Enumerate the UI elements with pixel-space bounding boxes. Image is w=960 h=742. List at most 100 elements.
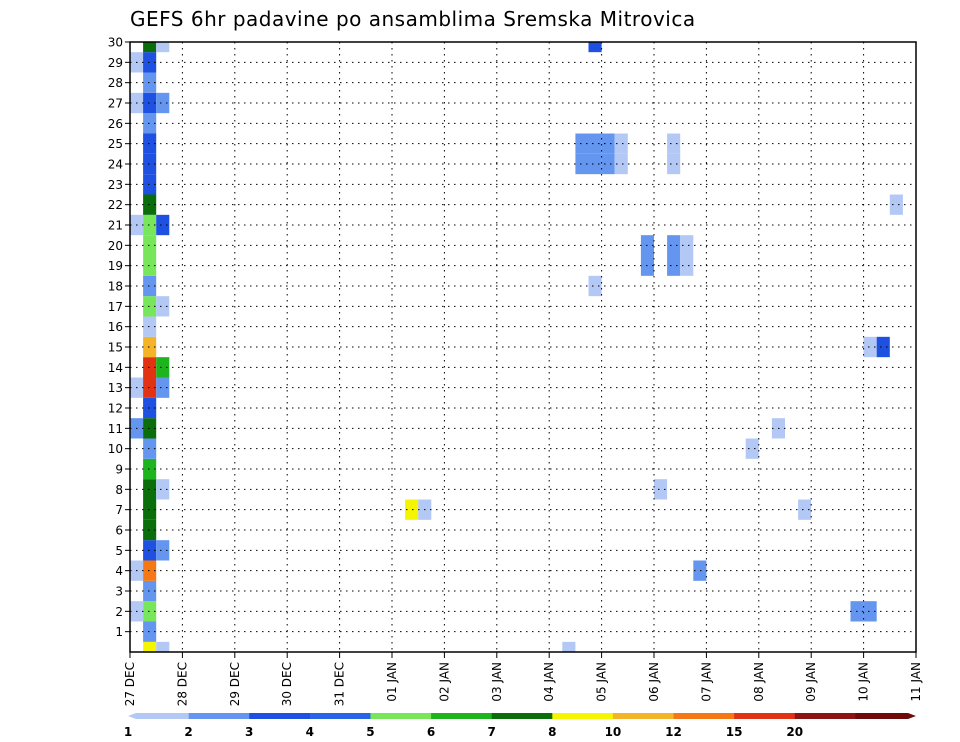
heatmap-cell: [156, 479, 170, 500]
y-tick-label: 8: [115, 483, 123, 497]
heatmap-cell: [614, 153, 628, 175]
colorbar-label: 10: [605, 725, 622, 739]
y-tick-label: 26: [108, 117, 123, 131]
x-tick-label: 03 JAN: [490, 662, 504, 702]
x-tick-label: 10 JAN: [857, 662, 871, 702]
heatmap-cell: [798, 499, 812, 520]
y-tick-label: 27: [108, 97, 123, 111]
x-tick-label: 04 JAN: [542, 662, 556, 702]
x-tick-label: 05 JAN: [595, 662, 609, 702]
colorbar-label: 8: [548, 725, 556, 739]
heatmap-cell: [143, 214, 157, 236]
y-tick-label: 12: [108, 402, 123, 416]
heatmap-cell: [143, 42, 157, 53]
heatmap-cell: [667, 133, 681, 154]
chart-title: GEFS 6hr padavine po ansamblima Sremska …: [130, 7, 696, 31]
heatmap-cell: [143, 275, 157, 297]
colorbar-segment: [249, 713, 311, 719]
colorbar-segment: [128, 713, 189, 719]
y-tick-label: 21: [108, 219, 123, 233]
colorbar-segment: [673, 713, 735, 719]
heatmap-cell: [575, 153, 589, 175]
y-tick-label: 17: [108, 300, 123, 314]
colorbar-label: 2: [184, 725, 192, 739]
colorbar-label: 7: [488, 725, 496, 739]
heatmap-cell: [143, 113, 157, 134]
colorbar-label: 5: [366, 725, 374, 739]
heatmap-cell: [680, 255, 694, 276]
heatmap-cell: [143, 336, 157, 358]
heatmap-cell: [143, 601, 157, 622]
heatmap-cell: [863, 601, 877, 622]
y-tick-label: 13: [108, 381, 123, 395]
heatmap-cell: [143, 621, 157, 642]
colorbar-label: 12: [665, 725, 682, 739]
heatmap-cell: [143, 540, 157, 561]
heatmap-cell: [156, 92, 170, 114]
colorbar-segment: [188, 713, 250, 719]
x-tick-label: 28 DEC: [175, 662, 189, 706]
heatmap-cell: [143, 316, 157, 337]
heatmap-cell: [143, 397, 157, 419]
heatmap-cell: [156, 357, 170, 378]
x-tick-label: 06 JAN: [647, 662, 661, 702]
heatmap-cell: [601, 133, 615, 154]
heatmap-cell: [143, 194, 157, 215]
heatmap-cell: [667, 255, 681, 276]
x-tick-label: 27 DEC: [123, 662, 137, 706]
heatmap-cell: [143, 499, 157, 520]
heatmap-cell: [588, 42, 602, 53]
heatmap-cell: [156, 540, 170, 561]
heatmap-cell: [654, 479, 668, 500]
x-tick-label: 01 JAN: [385, 662, 399, 702]
colorbar-segment: [612, 713, 675, 719]
x-tick-label: 30 DEC: [280, 662, 294, 706]
y-tick-label: 5: [115, 544, 123, 558]
heatmap-cell: [143, 357, 157, 378]
colorbar-label: 3: [245, 725, 253, 739]
y-tick-label: 29: [108, 56, 123, 70]
colorbar-label: 20: [786, 725, 803, 739]
y-tick-label: 3: [115, 585, 123, 599]
y-tick-label: 4: [115, 564, 123, 578]
heatmap-cell: [156, 296, 170, 317]
heatmap-cell: [143, 641, 157, 652]
heatmap-cell: [405, 499, 419, 520]
heatmap-cell: [601, 153, 615, 175]
y-tick-label: 15: [108, 341, 123, 355]
y-tick-label: 28: [108, 76, 123, 90]
heatmap-cell: [143, 418, 157, 439]
y-tick-label: 16: [108, 320, 123, 334]
heatmap-cell: [667, 153, 681, 175]
y-tick-label: 14: [108, 361, 123, 375]
x-tick-label: 08 JAN: [752, 662, 766, 702]
heatmap-cell: [614, 133, 628, 154]
heatmap-cell: [143, 377, 157, 398]
heatmap-cell: [876, 336, 890, 358]
y-tick-label: 2: [115, 605, 123, 619]
heatmap-cell: [588, 275, 602, 297]
heatmap-cell: [143, 153, 157, 175]
heatmap-cell: [680, 235, 694, 256]
colorbar-segment: [552, 713, 614, 719]
colorbar-segment: [794, 713, 856, 719]
colorbar-segment: [370, 713, 432, 719]
x-tick-label: 31 DEC: [333, 662, 347, 706]
heatmap-cell: [143, 479, 157, 500]
y-tick-label: 10: [108, 442, 123, 456]
y-tick-label: 25: [108, 137, 123, 151]
heatmap-cell: [745, 438, 759, 459]
colorbar-segment: [855, 713, 916, 719]
y-tick-label: 18: [108, 280, 123, 294]
colorbar-label: 1: [124, 725, 132, 739]
y-tick-label: 24: [108, 158, 123, 172]
heatmap-cell: [143, 519, 157, 541]
y-tick-label: 22: [108, 198, 123, 212]
heatmap-cell: [889, 194, 903, 215]
y-tick-label: 19: [108, 259, 123, 273]
colorbar-legend: 1 2 3 4 5 6 7 8 10 12 15 20: [124, 713, 916, 739]
heatmap-cell: [143, 52, 157, 73]
heatmap-cell: [156, 214, 170, 236]
heatmap-cell: [588, 133, 602, 154]
